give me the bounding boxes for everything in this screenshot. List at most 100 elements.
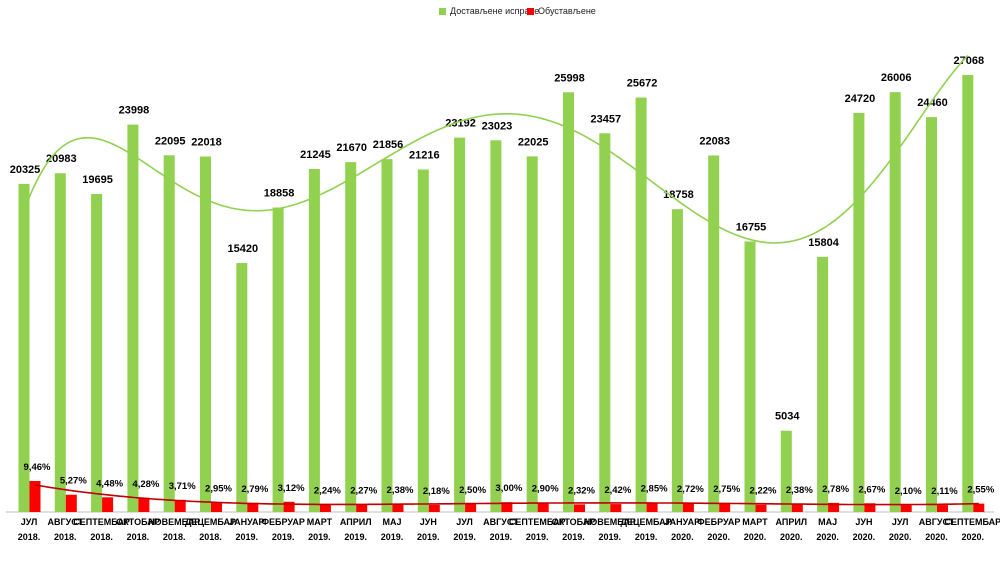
tick-label-year: 2020. — [780, 532, 803, 542]
bar-green — [454, 137, 466, 512]
data-label-green: 5034 — [775, 411, 800, 423]
bar-red — [501, 502, 513, 512]
bar-red — [574, 504, 585, 512]
tick-label-year: 2019. — [344, 532, 367, 542]
bar-green — [308, 169, 320, 512]
tick-label-year: 2020. — [671, 532, 694, 542]
bar-green — [417, 169, 429, 512]
data-label-green: 20325 — [10, 164, 41, 176]
bar-red — [719, 502, 731, 512]
data-label-green: 25998 — [554, 72, 585, 84]
legend: Достављене исправе Обустављене — [0, 6, 1000, 22]
bar-red — [283, 501, 295, 512]
data-label-green: 26006 — [881, 72, 912, 84]
bar-red — [828, 502, 840, 512]
tick-label-year: 2019. — [453, 532, 476, 542]
tick-label-year: 2019. — [635, 532, 658, 542]
data-label-red: 2,27% — [350, 486, 377, 497]
data-label-red: 3,12% — [278, 483, 305, 494]
tick-label-month: МАЈ — [382, 517, 401, 527]
bar-red — [356, 504, 368, 512]
tick-label-month: МАЈ — [818, 517, 837, 527]
bar-green — [563, 92, 574, 512]
tick-label-year: 2020. — [707, 532, 730, 542]
data-label-green: 16755 — [736, 221, 767, 233]
bar-red — [610, 504, 622, 512]
data-label-red: 2,79% — [241, 484, 268, 495]
data-label-red: 2,95% — [205, 483, 232, 494]
bar-green — [381, 159, 393, 512]
bar-red — [900, 505, 912, 512]
data-label-red: 2,90% — [532, 483, 559, 494]
data-label-green: 24720 — [845, 93, 876, 105]
data-label-red: 2,50% — [459, 485, 486, 496]
tick-label-month: ОКТОБАР — [552, 517, 596, 527]
tick-label-month: АВГУСТ — [919, 517, 955, 527]
tick-label-month: ОКТОБАР — [116, 517, 160, 527]
tick-label-month: АВГУСТ — [48, 517, 84, 527]
bar-red — [465, 503, 477, 512]
tick-label-month: ДЕЦЕМБАР — [185, 517, 236, 527]
tick-label-month: МАРТ — [307, 517, 333, 527]
bar-green — [526, 156, 538, 512]
bar-red — [102, 497, 114, 512]
data-label-red: 2,85% — [641, 484, 668, 495]
data-label-red: 5,27% — [60, 476, 87, 487]
tick-label-year: 2020. — [925, 532, 948, 542]
tick-label-year: 2019. — [599, 532, 622, 542]
legend-swatch-green — [439, 7, 446, 15]
bar-red — [755, 504, 767, 512]
bar-green — [926, 117, 937, 512]
bar-green — [272, 207, 284, 512]
bar-green — [200, 156, 211, 512]
legend-label-red: Обустављене — [538, 6, 596, 16]
tick-label-month: СЕПТЕМБАР — [73, 517, 130, 527]
tick-label-month: МАРТ — [742, 517, 768, 527]
bar-red — [537, 502, 549, 512]
bar-green — [490, 140, 502, 512]
data-label-green: 18758 — [663, 189, 694, 201]
data-label-green: 22083 — [699, 135, 730, 147]
data-label-green: 23192 — [445, 118, 476, 130]
bar-green — [671, 209, 683, 512]
trendline-red — [34, 484, 979, 506]
bar-red — [682, 503, 694, 512]
data-label-green: 22018 — [191, 137, 222, 149]
bar-red — [937, 505, 948, 512]
tick-label-year: 2019. — [562, 532, 585, 542]
data-label-red: 2,22% — [750, 486, 777, 497]
tick-label-year: 2019. — [381, 532, 404, 542]
tick-label-month: ЈУЛ — [456, 517, 473, 527]
data-label-red: 2,38% — [786, 485, 813, 496]
bar-green — [817, 256, 829, 512]
data-label-red: 2,55% — [967, 485, 994, 496]
bar-green — [744, 241, 756, 513]
data-label-red: 4,28% — [132, 479, 159, 490]
tick-label-month: ЈУЛ — [21, 517, 38, 527]
legend-item-green: Достављене исправе — [439, 6, 539, 16]
tick-label-year: 2020. — [744, 532, 767, 542]
bar-green — [91, 194, 103, 513]
data-label-red: 9,46% — [24, 462, 51, 473]
bar-red — [392, 504, 404, 512]
bar-red — [973, 503, 985, 512]
bar-red — [211, 502, 222, 512]
bar-green — [127, 124, 139, 512]
data-label-green: 15804 — [808, 237, 839, 249]
tick-label-year: 2020. — [962, 532, 985, 542]
data-label-red: 2,72% — [677, 484, 704, 495]
tick-label-year: 2019. — [490, 532, 513, 542]
tick-label-year: 2018. — [163, 532, 186, 542]
tick-label-month: НОВЕМБАР — [148, 517, 200, 527]
data-label-green: 21670 — [336, 142, 367, 154]
bar-green — [889, 92, 901, 513]
bar-red — [319, 504, 331, 512]
tick-label-year: 2018. — [90, 532, 113, 542]
tick-label-month: ФЕБРУАР — [261, 517, 304, 527]
tick-label-year: 2019. — [272, 532, 295, 542]
tick-label-year: 2020. — [816, 532, 839, 542]
data-label-green: 21216 — [409, 149, 440, 161]
data-label-green: 20983 — [46, 153, 77, 165]
tick-label-year: 2020. — [853, 532, 876, 542]
data-label-green: 23457 — [591, 113, 622, 125]
